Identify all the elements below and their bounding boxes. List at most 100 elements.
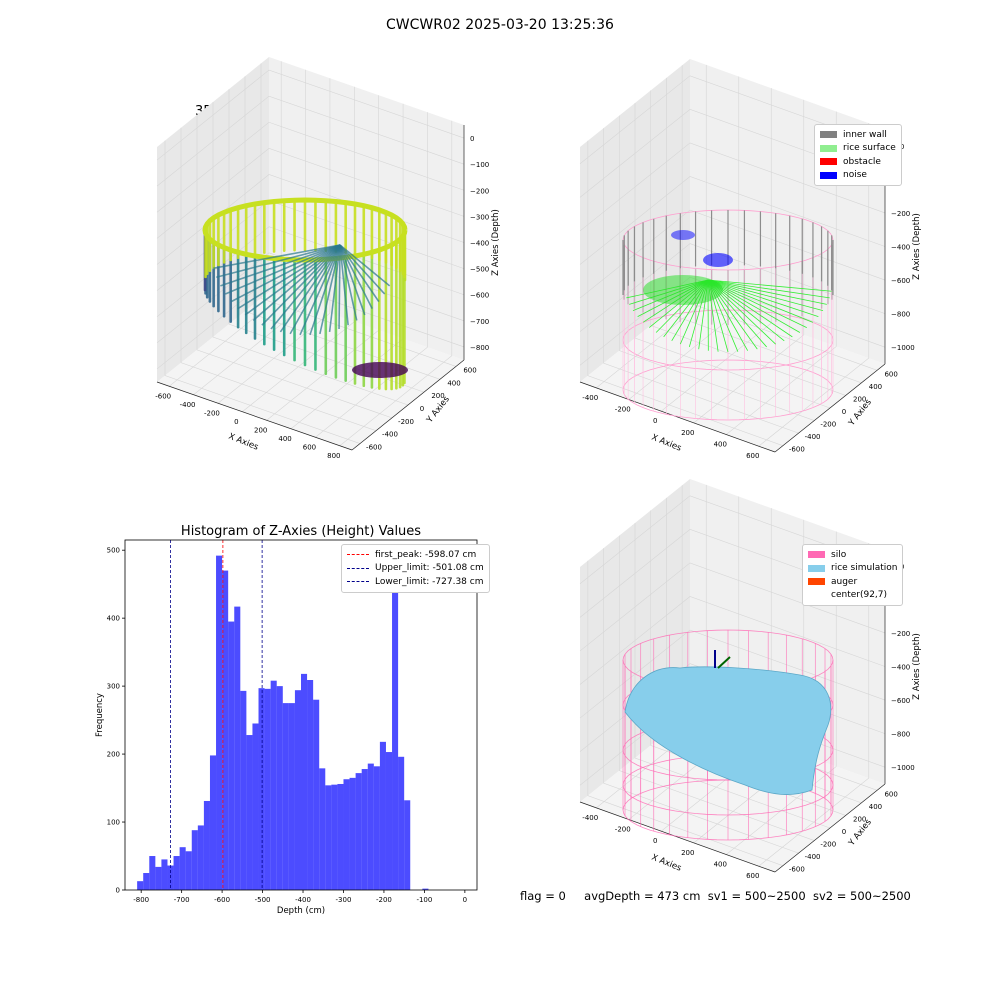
plot-frame [124,539,478,891]
grid-line [579,495,886,585]
histogram-bar [398,756,405,890]
histogram-legend: first_peak: -598.07 cm Upper_limit: -501.… [341,544,490,593]
z-tick-label: −600 [891,697,910,705]
y-axis-line [351,359,465,451]
classify-legend: inner wall rice surface obstacle noise [814,124,902,186]
rice-surface-blob [643,275,723,305]
surface-ray [230,244,341,303]
legend-line-swatch [347,581,369,583]
status-flag: flag = 0 [520,889,566,903]
histogram-bar [361,769,368,890]
surface-ray [225,244,341,295]
grid-line [618,115,815,421]
x-tick-label: 200 [681,849,694,857]
grid-line [758,123,870,447]
histogram-bar [307,680,314,890]
z-tick-label: −700 [470,318,489,326]
histogram-bar [385,752,393,890]
surface-ray [319,244,341,335]
x-tick-label: 400 [278,435,291,443]
legend-entry: noise [820,169,896,183]
grid-line [587,140,783,446]
z-tick-label: −400 [470,240,489,248]
histogram-bar [288,703,295,890]
legend-swatch [808,578,825,586]
z-axis-label: Z Axies (Depth) [912,633,922,700]
y-tick-label: 200 [107,751,120,759]
x-tick-label: 0 [653,837,657,845]
noise-cluster [671,230,695,240]
legend-entry: inner wall [820,128,896,142]
surface-ray [216,244,341,279]
noise-cluster [703,253,733,267]
z-axis-label: Z Axies (Depth) [912,213,922,280]
x-tick-label: 600 [303,443,316,451]
histogram-bar [240,690,247,890]
surface-ray [261,244,341,326]
x-tick-label: 400 [714,441,727,449]
legend-line-swatch [347,554,369,556]
grid-line [628,76,740,400]
rice-simulation-surface [624,666,832,795]
histogram-bar [294,690,301,890]
z-tick-label: −800 [891,731,910,739]
x-axis-line [579,801,776,873]
x-tick-label: -200 [615,826,631,834]
x-tick-label: 800 [327,452,340,460]
histogram-bar [313,699,320,890]
y-tick-label: 200 [853,815,866,823]
legend-label: Upper_limit: -501.08 cm [375,563,484,574]
x-tick-label: -200 [204,409,220,417]
grid-line [603,128,799,434]
histogram-bar [173,856,180,890]
status-avg-depth: avgDepth = 473 cm [584,889,701,903]
x-axis-line [579,381,776,453]
x-tick-label: -400 [582,814,598,822]
histogram-bar [161,859,168,890]
y-tick-label: 500 [107,547,120,555]
legend-line-swatch [347,567,369,569]
y-tick-label: -600 [789,446,805,454]
x-axis-label: X Axies [650,853,683,874]
histogram-bar [337,783,344,890]
legend-swatch [808,564,825,572]
x-tick-label: -400 [295,896,311,904]
x-tick-label: -400 [180,401,196,409]
legend-entry: first_peak: -598.07 cm [347,548,484,562]
z-tick-label: −800 [891,311,910,319]
surface-ray [270,244,341,330]
histogram-bar [355,773,362,890]
x-axis-label: Depth (cm) [277,906,325,916]
grid-line [587,560,783,866]
histogram-bar [343,779,350,890]
y-tick-label: -400 [805,853,821,861]
y-tick-label: 100 [107,819,120,827]
legend-swatch [808,591,825,599]
grid-line [579,209,886,299]
z-tick-label: −400 [891,664,910,672]
surface-ray [339,244,373,310]
auger-marker [717,656,731,669]
legend-entry: Lower_limit: -727.38 cm [347,575,484,589]
y-tick-label: -600 [789,866,805,874]
x-tick-label: -600 [214,896,230,904]
histogram-bar [404,800,411,890]
y-tick-label: 600 [884,790,897,798]
y-tick-label: -200 [820,841,836,849]
surface-ray [299,244,341,336]
bottom-points [352,362,408,378]
y-tick-label: 600 [463,366,476,374]
surface-ray [339,244,366,316]
surface-ray [309,244,341,336]
legend-label: rice simulation [831,563,898,574]
histogram-bar [179,847,186,890]
rice-surface-ray [707,279,827,305]
y-axis-line [774,783,886,873]
y-tick-label: -200 [398,418,414,426]
grid-line [315,112,428,438]
x-tick-label: 200 [254,426,267,434]
surface-ray [237,244,341,310]
histogram-bar [373,766,380,890]
